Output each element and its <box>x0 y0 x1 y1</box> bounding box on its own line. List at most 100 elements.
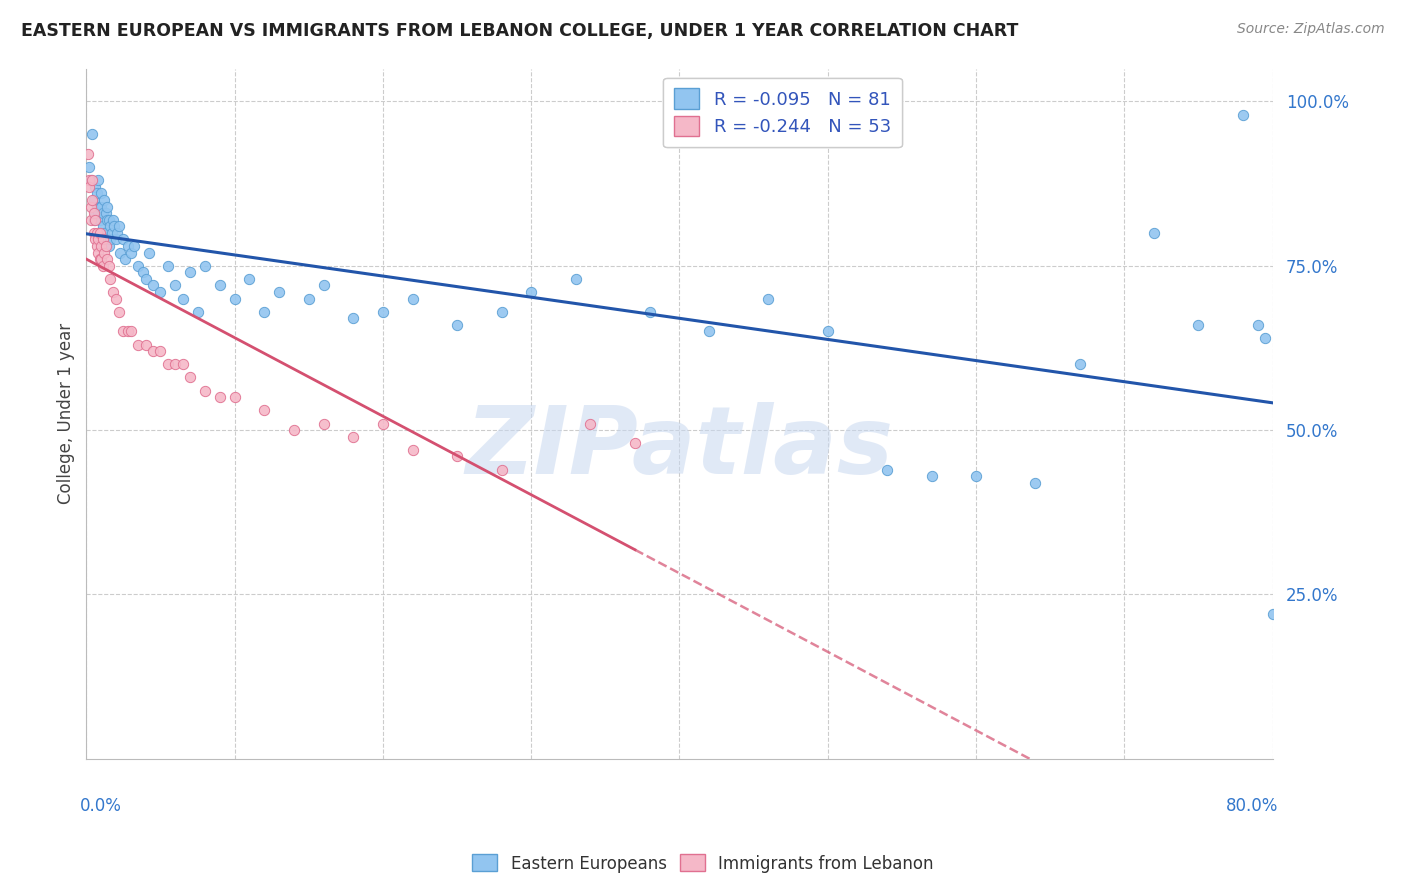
Point <box>84 179 107 194</box>
Point <box>90 226 112 240</box>
Point <box>1261 607 1284 622</box>
Point <box>446 450 468 464</box>
Point <box>96 212 118 227</box>
Point <box>83 226 105 240</box>
Point <box>131 265 153 279</box>
Point <box>564 272 586 286</box>
Point <box>112 325 135 339</box>
Point <box>93 193 115 207</box>
Point <box>91 259 114 273</box>
Point <box>1254 331 1277 345</box>
Point <box>312 417 335 431</box>
Point <box>401 442 423 457</box>
Point <box>342 311 364 326</box>
Point <box>104 232 127 246</box>
Point <box>77 173 100 187</box>
Point <box>491 462 513 476</box>
Point <box>87 206 110 220</box>
Point <box>87 173 110 187</box>
Point <box>491 305 513 319</box>
Point <box>98 219 121 234</box>
Point <box>1232 107 1254 121</box>
Point <box>371 417 394 431</box>
Point <box>579 417 602 431</box>
Point <box>179 370 201 384</box>
Text: ZIPatlas: ZIPatlas <box>465 402 894 494</box>
Point <box>446 318 468 332</box>
Point <box>172 292 194 306</box>
Point <box>253 305 276 319</box>
Point <box>1143 226 1166 240</box>
Point <box>80 200 103 214</box>
Point <box>83 212 105 227</box>
Point <box>108 219 131 234</box>
Point <box>114 252 136 267</box>
Point <box>107 226 129 240</box>
Point <box>142 278 165 293</box>
Point <box>876 462 898 476</box>
Point <box>86 200 108 214</box>
Point <box>179 265 201 279</box>
Point <box>238 272 260 286</box>
Point <box>90 200 112 214</box>
Point <box>208 278 231 293</box>
Point <box>120 245 142 260</box>
Point <box>142 344 165 359</box>
Point <box>108 305 131 319</box>
Point <box>80 173 103 187</box>
Point <box>80 212 103 227</box>
Point <box>186 305 208 319</box>
Point <box>97 239 120 253</box>
Point <box>194 384 217 398</box>
Point <box>1069 357 1091 371</box>
Point <box>90 239 112 253</box>
Point <box>520 285 543 299</box>
Point <box>101 285 124 299</box>
Point <box>135 337 157 351</box>
Point <box>194 259 217 273</box>
Point <box>103 219 125 234</box>
Point <box>89 252 111 267</box>
Point <box>82 173 104 187</box>
Point <box>965 469 987 483</box>
Point <box>77 179 100 194</box>
Text: Source: ZipAtlas.com: Source: ZipAtlas.com <box>1237 22 1385 37</box>
Point <box>624 436 647 450</box>
Point <box>817 325 839 339</box>
Point <box>208 390 231 404</box>
Point <box>127 259 149 273</box>
Point <box>697 325 720 339</box>
Point <box>90 186 112 201</box>
Point <box>1024 475 1046 490</box>
Text: EASTERN EUROPEAN VS IMMIGRANTS FROM LEBANON COLLEGE, UNDER 1 YEAR CORRELATION CH: EASTERN EUROPEAN VS IMMIGRANTS FROM LEBA… <box>21 22 1018 40</box>
Legend: R = -0.095   N = 81, R = -0.244   N = 53: R = -0.095 N = 81, R = -0.244 N = 53 <box>664 78 901 147</box>
Point <box>921 469 943 483</box>
Point <box>156 357 179 371</box>
Point <box>89 200 111 214</box>
Point <box>90 252 112 267</box>
Point <box>87 232 110 246</box>
Point <box>76 147 98 161</box>
Point <box>758 292 780 306</box>
Point <box>127 337 149 351</box>
Point <box>82 193 104 207</box>
Point <box>84 212 107 227</box>
Legend: Eastern Europeans, Immigrants from Lebanon: Eastern Europeans, Immigrants from Leban… <box>465 847 941 880</box>
Y-axis label: College, Under 1 year: College, Under 1 year <box>58 323 75 504</box>
Point <box>87 245 110 260</box>
Text: 80.0%: 80.0% <box>1226 797 1278 814</box>
Point <box>342 430 364 444</box>
Point <box>86 239 108 253</box>
Point <box>138 245 160 260</box>
Point <box>638 305 661 319</box>
Point <box>267 285 290 299</box>
Text: 0.0%: 0.0% <box>80 797 122 814</box>
Point <box>253 403 276 417</box>
Point <box>122 239 145 253</box>
Point <box>149 285 172 299</box>
Point <box>84 232 107 246</box>
Point <box>77 160 100 174</box>
Point <box>224 292 246 306</box>
Point <box>86 186 108 201</box>
Point <box>312 278 335 293</box>
